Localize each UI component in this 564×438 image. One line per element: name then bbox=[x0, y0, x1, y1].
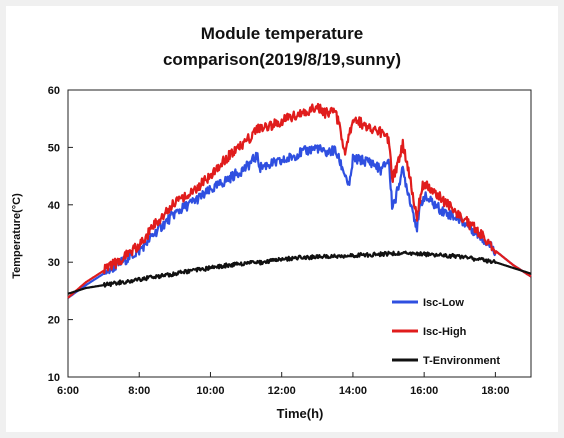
x-tick-label-2: 10:00 bbox=[196, 385, 224, 397]
chart-card: Module temperature comparison(2019/8/19,… bbox=[6, 6, 558, 432]
x-axis: 6:00 8:00 10:00 12:00 14:00 16:00 18:00 bbox=[57, 372, 509, 397]
legend-label-1: Isc-High bbox=[423, 326, 467, 338]
x-tick-label-1: 8:00 bbox=[128, 385, 150, 397]
series-line-isc-high bbox=[67, 102, 532, 299]
series-line-t-environment bbox=[67, 250, 532, 295]
chart-title-line-1: Module temperature bbox=[201, 24, 363, 43]
y-tick-label-3: 40 bbox=[48, 200, 60, 212]
y-axis-label: Temperature(°C) bbox=[11, 193, 23, 279]
line-chart: Module temperature comparison(2019/8/19,… bbox=[11, 24, 532, 421]
x-tick-label-0: 6:00 bbox=[57, 385, 79, 397]
x-tick-label-6: 18:00 bbox=[481, 385, 509, 397]
legend-label-2: T-Environment bbox=[423, 355, 500, 367]
x-tick-label-5: 16:00 bbox=[410, 385, 438, 397]
x-tick-label-4: 14:00 bbox=[339, 385, 367, 397]
y-tick-label-4: 50 bbox=[48, 142, 60, 154]
y-tick-label-5: 60 bbox=[48, 85, 60, 97]
x-axis-label: Time(h) bbox=[277, 406, 324, 421]
y-tick-label-1: 20 bbox=[48, 315, 60, 327]
plot-border bbox=[67, 89, 532, 378]
chart-title-line-2: comparison(2019/8/19,sunny) bbox=[163, 50, 401, 69]
series-lines bbox=[67, 102, 532, 299]
plot-frame bbox=[67, 89, 532, 378]
x-tick-label-3: 12:00 bbox=[268, 385, 296, 397]
y-tick-label-2: 30 bbox=[48, 257, 60, 269]
y-tick-label-0: 10 bbox=[48, 372, 60, 384]
legend: Isc-Low Isc-High T-Environment bbox=[392, 297, 500, 367]
y-axis: 10 20 30 40 50 60 bbox=[48, 85, 73, 384]
legend-label-0: Isc-Low bbox=[423, 297, 464, 309]
